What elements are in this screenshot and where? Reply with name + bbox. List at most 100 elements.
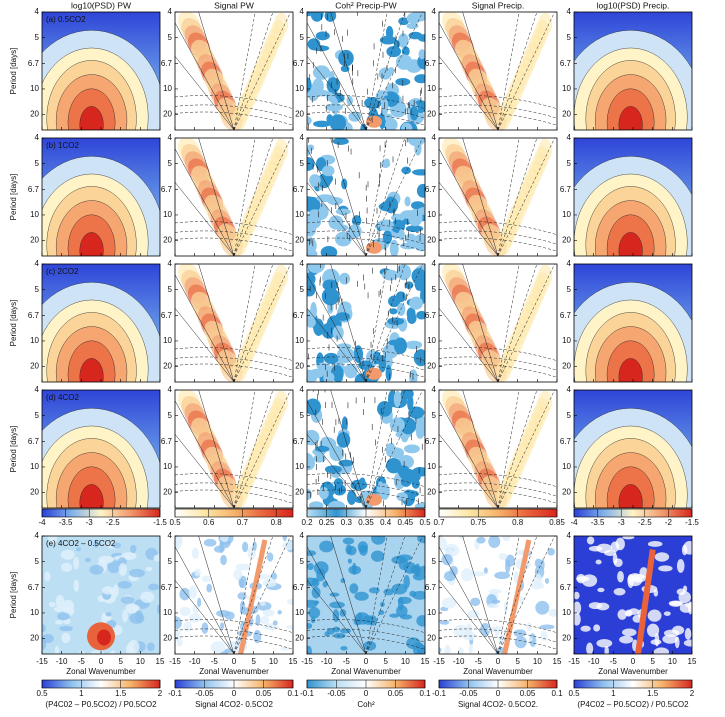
field-blob (389, 239, 399, 256)
field-blob (391, 213, 405, 222)
y-tick-label: 5 (35, 159, 40, 168)
y-tick-label: 5 (567, 557, 572, 566)
x-tick-label: -15 (301, 657, 313, 666)
colorbar-tick-label: 0.4 (380, 518, 392, 527)
field-blob (345, 544, 352, 555)
field-blob (441, 597, 457, 609)
colorbar-tick-label: 0.8 (512, 518, 524, 527)
panel-field (175, 264, 293, 382)
colorbar-tick-label: 0.2 (301, 518, 313, 527)
y-tick-label: 5 (432, 159, 437, 168)
field-blob (134, 610, 144, 623)
field-blob (307, 489, 312, 500)
field-blob (628, 608, 640, 615)
x-tick-label: 0 (631, 657, 636, 666)
field-blob (487, 626, 503, 633)
y-tick-label: 6.7 (161, 583, 173, 592)
colorbar-tick-label: 1 (79, 689, 84, 698)
y-tick-label: 10 (295, 210, 304, 219)
field-blob (307, 429, 320, 446)
dispersion-line (365, 138, 406, 256)
colorbar-tick-label: 0.5 (36, 689, 48, 698)
field-blob (483, 567, 488, 575)
field-blob (505, 554, 515, 567)
y-tick-label: 5 (168, 411, 173, 420)
dispersion-curve (175, 619, 293, 633)
dispersion-curve (439, 104, 557, 119)
field-blob (576, 573, 586, 584)
dispersion-line (462, 390, 499, 508)
y-tick-label: 20 (562, 236, 571, 245)
field-blob (339, 272, 351, 285)
field-blob (349, 583, 359, 594)
panel: 4 5 6.7 10 20 -15 -10 -5 0 5 10 15 Zonal Wavenumber (425, 531, 562, 676)
panel-field (574, 264, 692, 382)
field-blob (323, 372, 335, 382)
field-blob (441, 554, 453, 566)
field-blob (48, 536, 58, 544)
y-tick-label: 6.7 (425, 185, 437, 194)
field-blob (321, 165, 335, 177)
dispersion-line (497, 264, 538, 382)
dispersion-curve (175, 104, 293, 119)
field-blob (513, 629, 527, 637)
field-blob (416, 426, 425, 439)
panel-field (307, 12, 425, 130)
field-blob (627, 573, 643, 587)
field-blob (654, 552, 670, 562)
field-blob (146, 642, 155, 652)
x-tick-label: 5 (118, 657, 123, 666)
panel-field (307, 264, 425, 382)
field-blob (145, 566, 153, 572)
dispersion-curve (307, 635, 425, 650)
field-blob (663, 611, 671, 616)
colorbar-scale (41, 679, 161, 689)
y-tick-label: 6.7 (28, 583, 40, 592)
y-tick-label: 4 (432, 531, 437, 540)
field-blob (307, 144, 315, 151)
field-blob (329, 114, 347, 130)
field-blob (389, 417, 405, 433)
dispersion-curve (175, 482, 293, 497)
dispersion-line (439, 181, 499, 256)
column-title: Coh² Precip-PW (335, 0, 396, 10)
field-blob (336, 432, 351, 448)
dispersion-line (198, 138, 235, 256)
field-blob (110, 650, 116, 654)
dispersion-curve (439, 482, 557, 497)
field-blob (140, 591, 155, 603)
field-blob (405, 225, 424, 233)
field-blob (363, 640, 377, 651)
field-blob (407, 209, 423, 227)
dispersion-line (233, 536, 274, 654)
y-tick-label: 20 (427, 236, 436, 245)
field-blob (346, 490, 357, 505)
field-blob (98, 555, 114, 564)
colorbar-tick-label: -0.05 (459, 689, 478, 698)
dispersion-line (330, 12, 367, 130)
y-tick-label: 10 (295, 84, 304, 93)
field-blob (53, 606, 66, 613)
dispersion-curve (307, 104, 425, 119)
field-blob (385, 118, 398, 130)
field-blob (192, 604, 199, 615)
field-blob (310, 12, 324, 22)
field-blob (401, 166, 411, 175)
field-blob (596, 543, 613, 554)
y-tick-label: 5 (168, 285, 173, 294)
field-blob (348, 565, 362, 575)
colorbar-tick-label: 0.8 (271, 518, 283, 527)
field-blob (194, 568, 201, 577)
x-tick-label: -5 (475, 657, 483, 666)
colorbar-label: Signal 4CO2- 0.5CO2 (195, 700, 273, 709)
y-tick-label: 20 (427, 488, 436, 497)
dispersion-curve (307, 230, 425, 245)
panel: 4 5 6.7 10 20 (560, 385, 693, 509)
panel: 4 5 6.7 10 20 (d) 4CO2 Period [days] (9, 385, 161, 509)
panel: 4 5 6.7 10 20 (560, 7, 693, 131)
field-blob (328, 500, 346, 508)
field-blob (318, 486, 329, 500)
dispersion-curve (307, 628, 425, 643)
field-blob (102, 586, 115, 595)
field-blob (121, 609, 129, 623)
